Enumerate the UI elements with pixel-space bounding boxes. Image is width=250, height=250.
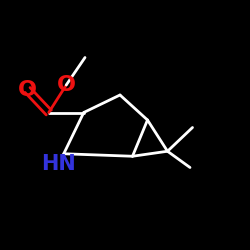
Text: O: O xyxy=(57,75,76,95)
Text: O: O xyxy=(18,80,37,100)
Text: HN: HN xyxy=(42,154,76,174)
